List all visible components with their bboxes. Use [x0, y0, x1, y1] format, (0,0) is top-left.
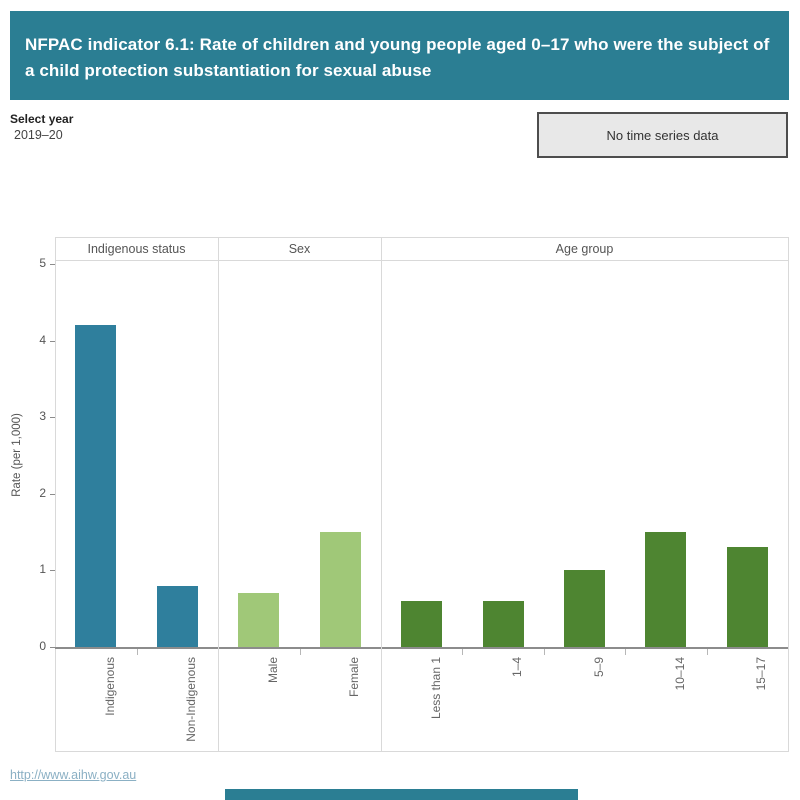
x-tick-mark [299, 649, 301, 655]
y-tick-mark [50, 417, 55, 419]
bar-1-4[interactable] [482, 601, 524, 647]
dashboard-header: NFPAC indicator 6.1: Rate of children an… [10, 11, 789, 100]
y-tick-mark [50, 570, 55, 572]
category-label: Non-Indigenous [184, 657, 199, 742]
category-label: Male [265, 657, 280, 684]
bottom-accent-bar [225, 789, 578, 800]
category-label: 5–9 [591, 657, 606, 678]
y-tick-mark [50, 264, 55, 265]
bar-5-9[interactable] [564, 570, 605, 647]
source-link[interactable]: http://www.aihw.gov.au [10, 768, 137, 782]
y-tick-label: 2 [39, 485, 46, 500]
select-year-label: Select year [10, 112, 74, 126]
y-tick-label: 3 [39, 409, 46, 424]
x-tick-mark [706, 649, 708, 655]
category-label: 1–4 [510, 657, 525, 678]
bar-male[interactable] [238, 593, 280, 647]
bar-non-indigenous[interactable] [156, 586, 198, 647]
y-tick-mark [50, 340, 55, 342]
bar-female[interactable] [319, 532, 361, 647]
y-tick-mark [50, 647, 55, 648]
category-label: Less than 1 [428, 657, 443, 720]
panel-header-1: Indigenous status [87, 242, 186, 256]
no-time-series-button[interactable]: No time series data [537, 112, 788, 158]
category-label: Indigenous [102, 657, 117, 716]
page-title: NFPAC indicator 6.1: Rate of children an… [25, 35, 770, 81]
y-tick-label: 1 [39, 562, 46, 577]
bar-less-than-1[interactable] [401, 601, 443, 647]
bar-indigenous[interactable] [75, 325, 117, 647]
x-tick-mark [625, 649, 627, 655]
category-label: 15–17 [754, 657, 769, 691]
x-tick-mark [136, 649, 138, 655]
bar-15-17[interactable] [726, 547, 768, 647]
chart-border [55, 237, 789, 752]
panel-divider [381, 237, 382, 752]
x-axis-line [55, 647, 788, 649]
year-select[interactable]: 2019–20 [14, 128, 63, 142]
y-tick-mark [50, 493, 55, 495]
y-tick-label: 5 [39, 256, 46, 270]
y-axis-title: Rate (per 1,000) [11, 413, 23, 497]
no-time-series-label: No time series data [606, 127, 719, 143]
bar-10-14[interactable] [645, 532, 687, 647]
x-tick-mark [462, 649, 464, 655]
panel-header-2: Sex [288, 242, 311, 256]
panel-header-3: Age group [555, 242, 614, 256]
y-tick-label: 4 [39, 332, 46, 347]
panel-divider [218, 237, 219, 752]
y-tick-label: 0 [39, 639, 46, 653]
panel-header-divider [55, 260, 788, 261]
x-tick-mark [543, 649, 545, 655]
category-label: Female [347, 657, 362, 698]
category-label: 10–14 [672, 657, 687, 691]
